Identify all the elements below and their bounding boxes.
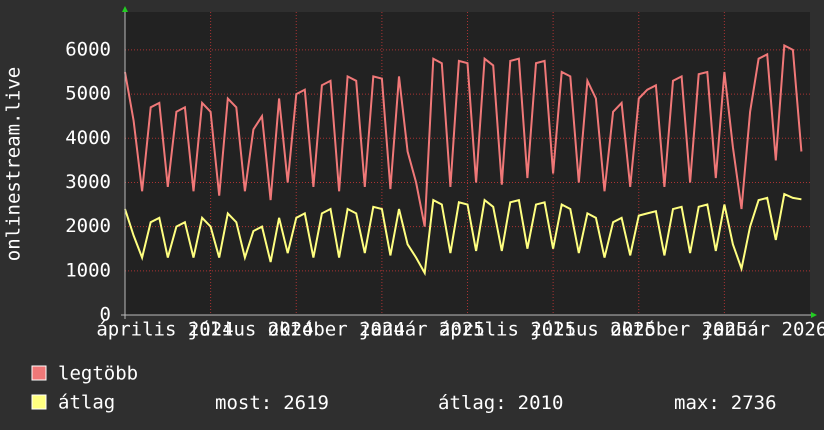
y-tick-label: 4000 bbox=[65, 127, 111, 149]
legend: legtöbb átlag most: 2619 átlag: 2010 max: 2736 bbox=[31, 363, 777, 414]
axis-arrow bbox=[811, 312, 817, 318]
stat-label: átlag: bbox=[438, 392, 507, 414]
legend-swatch bbox=[31, 394, 47, 410]
y-tick-label: 6000 bbox=[65, 38, 111, 60]
stat-label: most: bbox=[215, 392, 272, 414]
series-line bbox=[124, 192, 802, 277]
y-tick-label: 3000 bbox=[65, 171, 111, 193]
x-tick-label: január 2026 bbox=[701, 319, 824, 341]
stat: max: 2736 bbox=[674, 392, 777, 414]
stat-value: 2736 bbox=[731, 392, 777, 414]
y-tick-label: 2000 bbox=[65, 215, 111, 237]
x-tick-label: január 2025 bbox=[359, 319, 485, 341]
lines bbox=[124, 43, 803, 277]
x-tick-label: július 2025 bbox=[530, 319, 656, 341]
y-tick-label: 1000 bbox=[65, 259, 111, 281]
y-tick-label: 0 bbox=[100, 304, 111, 326]
x-tick-label: április 2025 bbox=[439, 319, 576, 341]
x-tick-label: április 2024 bbox=[96, 319, 233, 341]
x-tick-label: október 2025 bbox=[610, 319, 747, 341]
y-axis-label: onlinestream.live bbox=[3, 67, 25, 261]
stat-value: 2010 bbox=[518, 392, 564, 414]
stat-value: 2619 bbox=[283, 392, 329, 414]
legend-swatch bbox=[31, 365, 47, 381]
axis-arrow bbox=[122, 6, 128, 12]
x-tick-label: július 2024 bbox=[188, 319, 314, 341]
stat-label: max: bbox=[674, 392, 720, 414]
stat: most: 2619 bbox=[215, 392, 329, 414]
x-tick-label: október 2024 bbox=[268, 319, 405, 341]
stat: átlag: 2010 bbox=[438, 392, 563, 414]
legend-label: legtöbb bbox=[58, 363, 138, 385]
y-tick-label: 5000 bbox=[65, 83, 111, 105]
series-line bbox=[124, 43, 803, 227]
legend-label: átlag bbox=[58, 392, 115, 414]
